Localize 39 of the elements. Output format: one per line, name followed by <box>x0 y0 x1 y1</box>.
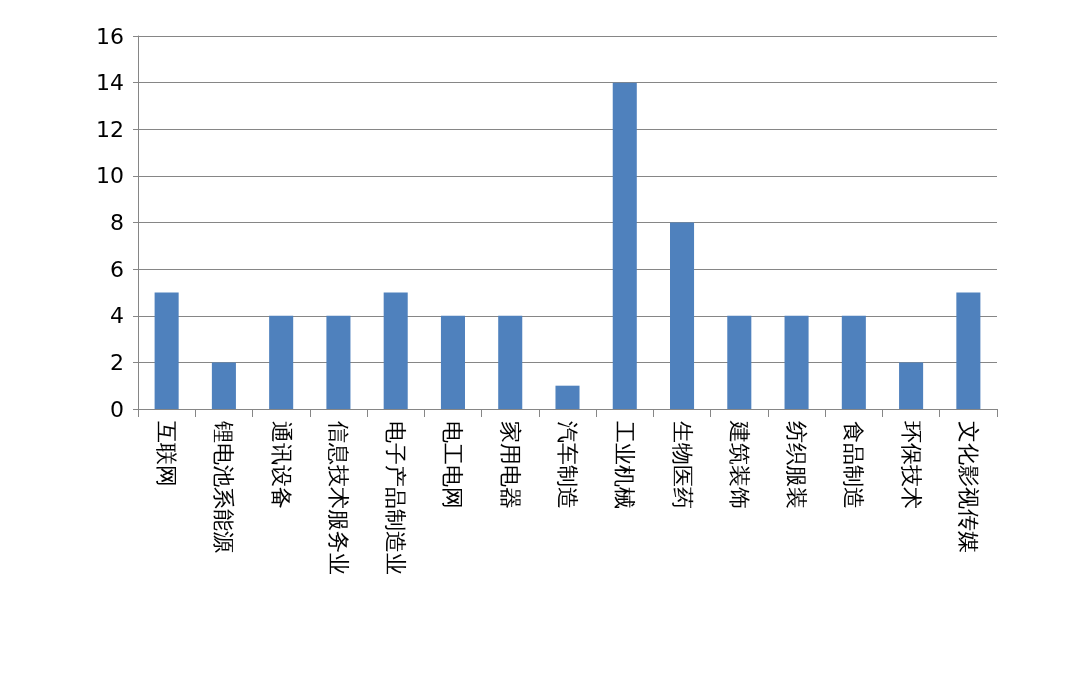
bar <box>670 222 695 409</box>
bar <box>784 315 809 409</box>
x-tick-label: 纺织服装 <box>784 421 810 509</box>
x-tick-label: 通讯设备 <box>268 421 294 509</box>
x-tick-label: 汽车制造 <box>555 421 580 509</box>
bar <box>383 292 408 409</box>
y-tick-label: 0 <box>110 396 124 422</box>
bar <box>498 315 523 409</box>
x-tick-label: 工业机械 <box>612 421 638 509</box>
bar <box>555 385 580 409</box>
x-tick-label: 文化影视传媒 <box>955 421 981 553</box>
x-tick-label: 锂电池系能源 <box>211 420 237 553</box>
bar <box>727 315 752 409</box>
y-tick-label: 8 <box>110 210 124 235</box>
x-tick-label: 电子产品制造业 <box>383 421 409 575</box>
y-tick-label: 10 <box>96 163 124 189</box>
x-tick-label: 环保技术 <box>898 421 924 509</box>
x-tick-label: 生物医药 <box>669 421 695 509</box>
x-tick-label: 建筑装饰 <box>726 420 752 509</box>
bar <box>899 362 924 409</box>
y-tick-label: 2 <box>110 349 124 375</box>
bar <box>154 292 179 409</box>
y-tick-label: 6 <box>110 256 124 282</box>
bar <box>269 315 294 409</box>
y-tick-label: 12 <box>96 116 124 142</box>
bar <box>211 362 236 409</box>
x-tick-label: 电工电网 <box>440 421 466 509</box>
bar <box>841 315 866 409</box>
y-tick-label: 4 <box>110 303 124 329</box>
bar <box>440 315 465 409</box>
x-tick-label: 食品制造 <box>841 421 867 509</box>
bar <box>612 82 637 409</box>
x-tick-label: 家用电器 <box>497 421 523 509</box>
y-tick-label: 14 <box>96 70 124 96</box>
bar <box>956 292 981 409</box>
x-tick-label: 信息技术服务业 <box>325 421 351 575</box>
y-tick-label: 16 <box>96 23 124 49</box>
x-tick-label: 互联网 <box>154 421 180 487</box>
bar <box>326 315 351 409</box>
